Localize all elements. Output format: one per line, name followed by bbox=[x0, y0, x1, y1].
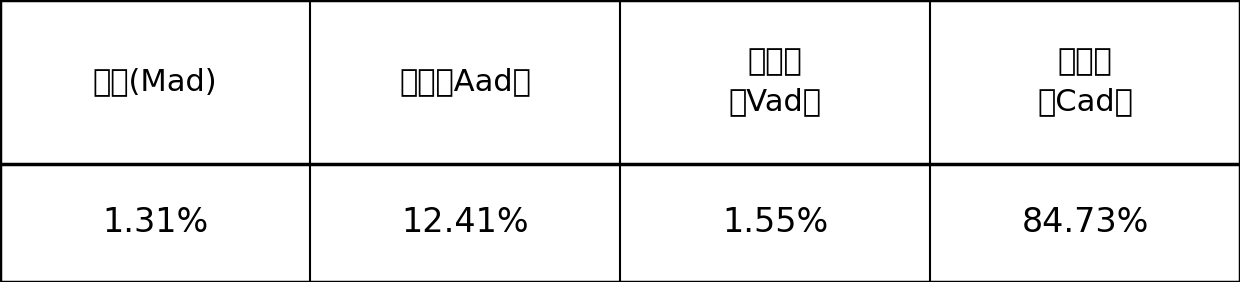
Text: 固定碳
（Cad）: 固定碳 （Cad） bbox=[1037, 47, 1133, 116]
Text: 挥发分
（Vad）: 挥发分 （Vad） bbox=[729, 47, 821, 116]
Text: 灰分（Aad）: 灰分（Aad） bbox=[399, 67, 531, 96]
Text: 水分(Mad): 水分(Mad) bbox=[93, 67, 217, 96]
Text: 1.55%: 1.55% bbox=[722, 206, 828, 239]
Text: 1.31%: 1.31% bbox=[102, 206, 208, 239]
Text: 84.73%: 84.73% bbox=[1022, 206, 1148, 239]
Text: 12.41%: 12.41% bbox=[402, 206, 528, 239]
